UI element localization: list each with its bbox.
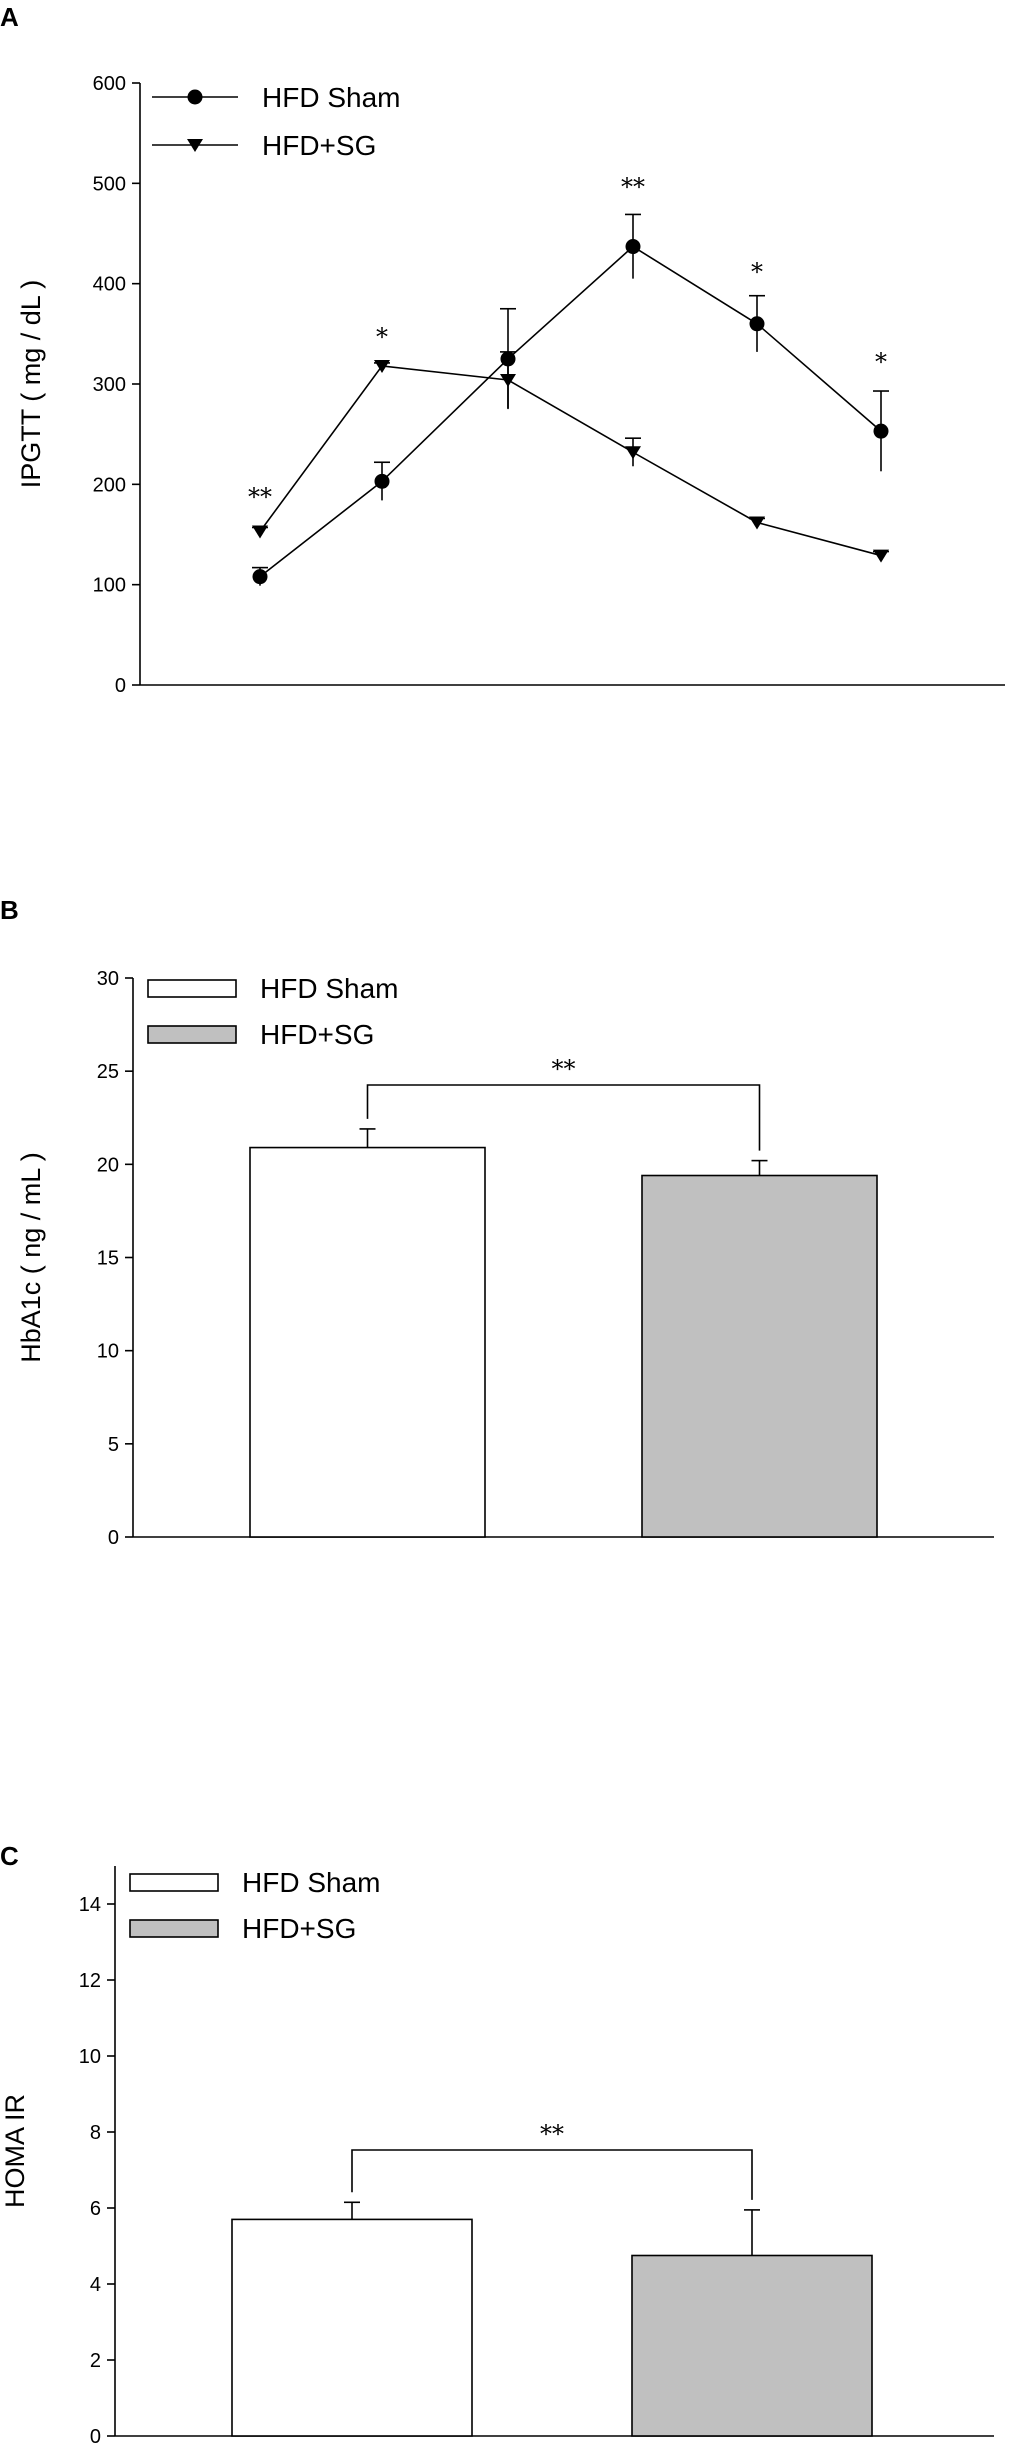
- legend-label-hfd-sham: HFD Sham: [262, 82, 400, 113]
- significance-marker-a: **: [621, 173, 645, 201]
- significance-marker-a: *: [751, 258, 763, 286]
- series-line-hfd-sham: [259, 245, 882, 578]
- y-axis-label-b: HbA1c ( ng / mL ): [16, 1152, 46, 1363]
- data-point-hfd-sham: [252, 569, 268, 585]
- legend-label-hfd-sham: HFD Sham: [260, 973, 398, 1004]
- legend-marker-hfd-sham: [187, 89, 203, 105]
- legend-swatch-hfd-sham: [147, 979, 237, 998]
- significance-bracket-c: [351, 2149, 753, 2200]
- data-point-hfd-sham: [873, 423, 889, 439]
- y-tick-label-b: 15: [97, 1248, 119, 1270]
- data-point-hfd-sham: [749, 316, 765, 332]
- bar-hfd-sham: [249, 1146, 486, 1538]
- data-point-hfd-sg: [873, 549, 889, 563]
- y-tick-label-c: 12: [79, 1970, 101, 1992]
- data-point-hfd-sg: [252, 525, 268, 539]
- y-tick-label-c: 10: [79, 2046, 101, 2068]
- y-tick-label-c: 14: [79, 1894, 101, 1916]
- bar-hfd-sg: [631, 2254, 873, 2437]
- bar-hfd-sg: [641, 1174, 878, 1538]
- data-point-hfd-sg: [374, 359, 390, 373]
- legend-label-hfd-sg: HFD+SG: [262, 130, 376, 161]
- series-line-hfd-sg: [259, 365, 882, 557]
- significance-marker-b: **: [552, 1055, 576, 1083]
- significance-marker-a: *: [376, 323, 388, 351]
- significance-marker-a: **: [248, 483, 272, 511]
- y-tick-label-a: 300: [93, 374, 126, 396]
- y-axis-label-c: HOMA IR: [0, 2094, 30, 2208]
- panel-label-a: A: [0, 2, 19, 32]
- y-tick-label-c: 4: [90, 2274, 101, 2296]
- legend-label-hfd-sg: HFD+SG: [260, 1019, 374, 1050]
- significance-bracket-b: [366, 1084, 761, 1151]
- legend-swatch-hfd-sham: [129, 1873, 219, 1892]
- y-tick-label-b: 5: [108, 1434, 119, 1456]
- legend-swatch-hfd-sg: [147, 1025, 237, 1044]
- y-tick-label-b: 25: [97, 1061, 119, 1083]
- y-tick-label-b: 10: [97, 1341, 119, 1363]
- y-tick-label-a: 400: [93, 274, 126, 296]
- y-tick-label-a: 100: [93, 575, 126, 597]
- y-tick-label-a: 200: [93, 474, 126, 496]
- legend-label-hfd-sham: HFD Sham: [242, 1867, 380, 1898]
- y-tick-label-a: 600: [93, 73, 126, 95]
- panel-label-c: C: [0, 1841, 19, 1871]
- data-point-hfd-sg: [500, 373, 516, 387]
- data-point-hfd-sham: [374, 473, 390, 489]
- legend-marker-hfd-sg: [187, 139, 203, 152]
- y-tick-label-b: 30: [97, 968, 119, 990]
- significance-marker-a: *: [875, 348, 887, 376]
- y-tick-label-b: 0: [108, 1527, 119, 1549]
- data-point-hfd-sham: [625, 239, 641, 255]
- data-point-hfd-sg: [749, 516, 765, 530]
- y-tick-label-c: 0: [90, 2426, 101, 2446]
- y-tick-label-b: 20: [97, 1154, 119, 1176]
- data-point-hfd-sg: [625, 446, 641, 460]
- y-tick-label-c: 2: [90, 2350, 101, 2372]
- legend-swatch-hfd-sg: [129, 1919, 219, 1938]
- y-axis-label-a: IPGTT ( mg / dL ): [16, 280, 46, 489]
- legend-label-hfd-sg: HFD+SG: [242, 1913, 356, 1944]
- y-tick-label-a: 500: [93, 173, 126, 195]
- bar-hfd-sham: [231, 2218, 473, 2437]
- panel-label-b: B: [0, 895, 19, 925]
- significance-marker-c: **: [540, 2120, 564, 2148]
- y-tick-label-c: 6: [90, 2198, 101, 2220]
- y-tick-label-c: 8: [90, 2122, 101, 2144]
- y-tick-label-a: 0: [115, 675, 126, 697]
